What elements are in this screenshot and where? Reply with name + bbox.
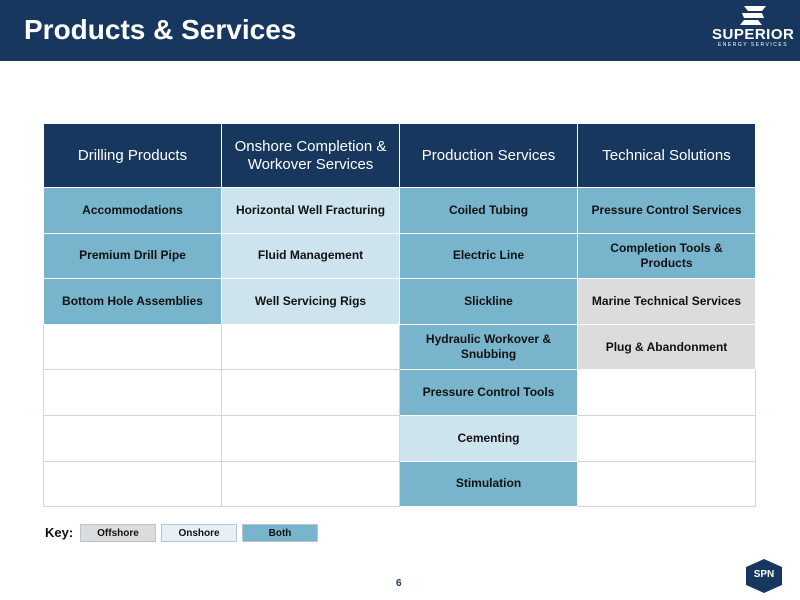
key-label: Key:: [45, 525, 74, 540]
service-cell: Electric Line: [399, 232, 578, 280]
service-cell: Premium Drill Pipe: [43, 232, 222, 280]
table-row: Stimulation: [43, 460, 756, 508]
service-cell: Hydraulic Workover & Snubbing: [399, 323, 578, 371]
service-cell: Slickline: [399, 278, 578, 325]
service-cell: Bottom Hole Assemblies: [43, 278, 222, 325]
superior-s-icon: [740, 6, 766, 25]
spn-badge: SPN: [746, 559, 782, 593]
table-header-row: Drilling Products Onshore Completion & W…: [43, 123, 756, 188]
company-logo: SUPERIOR ENERGY SERVICES: [712, 6, 794, 56]
empty-cell: [577, 460, 756, 508]
service-cell: Horizontal Well Fracturing: [221, 187, 400, 234]
service-cell: Coiled Tubing: [399, 187, 578, 234]
table-row: Accommodations Horizontal Well Fracturing…: [43, 187, 756, 234]
column-header: Drilling Products: [43, 123, 222, 188]
services-grid: Drilling Products Onshore Completion & W…: [43, 123, 756, 508]
service-cell: Pressure Control Tools: [399, 369, 578, 416]
logo-name: SUPERIOR: [712, 26, 795, 43]
page-title: Products & Services: [24, 14, 297, 45]
service-cell: Plug & Abandonment: [577, 323, 756, 371]
empty-cell: [43, 369, 222, 416]
service-cell: Well Servicing Rigs: [221, 278, 400, 325]
column-header: Onshore Completion & Workover Services: [221, 123, 400, 188]
key-both: Both: [242, 524, 318, 542]
logo-tagline: ENERGY SERVICES: [717, 42, 789, 48]
table-row: Bottom Hole Assemblies Well Servicing Rig…: [43, 278, 756, 325]
column-header: Technical Solutions: [577, 123, 756, 188]
key-onshore: Onshore: [161, 524, 237, 542]
service-cell: Completion Tools & Products: [577, 232, 756, 280]
service-cell: Fluid Management: [221, 232, 400, 280]
table-row: Pressure Control Tools: [43, 369, 756, 416]
hexagon-badge-icon: [746, 559, 782, 593]
service-cell: Pressure Control Services: [577, 187, 756, 234]
table-row: Premium Drill Pipe Fluid Management Electr…: [43, 232, 756, 280]
empty-cell: [577, 414, 756, 462]
service-cell: Marine Technical Services: [577, 278, 756, 325]
key-offshore: Offshore: [80, 524, 156, 542]
page-number: 6: [396, 578, 402, 589]
service-cell: Accommodations: [43, 187, 222, 234]
table-body: Accommodations Horizontal Well Fracturing…: [43, 187, 756, 508]
table-row: Hydraulic Workover & Snubbing Plug & Aban…: [43, 323, 756, 371]
service-cell: Cementing: [399, 414, 578, 462]
empty-cell: [577, 369, 756, 416]
empty-cell: [43, 460, 222, 508]
empty-cell: [221, 460, 400, 508]
products-services-table: Drilling Products Onshore Completion & W…: [43, 123, 756, 508]
slide-header: Products & Services SUPERIOR ENERGY SERV…: [0, 0, 800, 61]
empty-cell: [221, 369, 400, 416]
empty-cell: [221, 414, 400, 462]
empty-cell: [43, 414, 222, 462]
badge-text: SPN: [753, 569, 775, 580]
column-header: Production Services: [399, 123, 578, 188]
service-cell: Stimulation: [399, 460, 578, 508]
empty-cell: [221, 323, 400, 371]
empty-cell: [43, 323, 222, 371]
table-row: Cementing: [43, 414, 756, 462]
